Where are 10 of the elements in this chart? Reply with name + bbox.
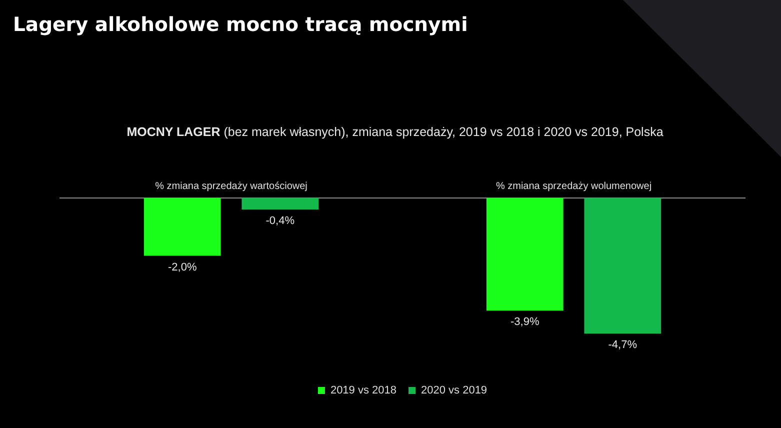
data-label: -4,7% [608,339,638,352]
legend-label: 2020 vs 2019 [421,384,488,397]
chart-title: Lagery alkoholowe mocno tracą mocnymi [13,13,468,36]
x-tick-label: % zmiana sprzedaży wartościowej [155,180,308,192]
legend-label: 2019 vs 2018 [330,384,397,397]
chart-subtitle: MOCNY LAGER (bez marek własnych), zmiana sprzedaży, 2019 vs 2018 i 2020 vs 2019, Polska [126,125,664,139]
data-label: -0,4% [266,215,295,228]
data-label: -2,0% [168,261,197,274]
x-tick-label: % zmiana sprzedaży wolumenowej [496,180,652,192]
data-label: -3,9% [510,316,540,328]
